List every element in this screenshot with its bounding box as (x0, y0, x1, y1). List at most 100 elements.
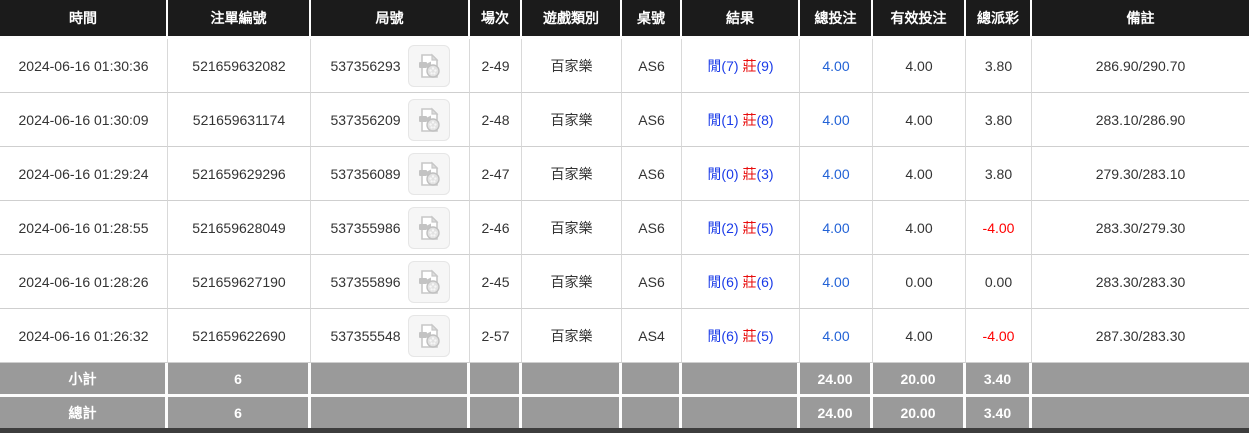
subtotal-row-cell-round_no (311, 363, 470, 397)
cell-game_type: 百家樂 (522, 39, 622, 93)
subtotal-row-cell-table_no (622, 363, 682, 397)
video-replay-button[interactable] (407, 152, 450, 195)
round-number: 537355896 (330, 273, 401, 290)
cell-table_no: AS6 (622, 255, 682, 309)
cell-bet_id: 521659632082 (168, 39, 311, 93)
cell-result: 閒(6) 莊(6) (682, 255, 800, 309)
result-banker-label: 莊 (742, 273, 757, 290)
subtotal-row-cell-result (682, 363, 800, 397)
video-replay-button[interactable] (407, 98, 450, 141)
total-payout-value: 0.00 (984, 273, 1013, 290)
video-replay-button[interactable] (407, 44, 450, 87)
grand-total-row-cell-game_type (522, 397, 622, 428)
result-banker-label: 莊 (742, 219, 757, 236)
column-header-time: 時間 (0, 0, 168, 39)
cell-time: 2024-06-16 01:28:55 (0, 201, 168, 255)
total-bet-link[interactable]: 4.00 (822, 165, 850, 182)
video-replay-button[interactable] (407, 314, 450, 357)
subtotal-row-cell-remark (1032, 363, 1249, 397)
cell-valid_bet: 0.00 (873, 255, 966, 309)
grand-total-row-cell-remark (1032, 397, 1249, 428)
cell-total_bet: 4.00 (800, 255, 873, 309)
result-banker-score: (6) (756, 273, 774, 290)
cell-round_no: 537355896 (311, 255, 470, 309)
cell-valid_bet: 4.00 (873, 309, 966, 363)
grand-total-row-cell-total_payout: 3.40 (966, 397, 1032, 428)
video-replay-button[interactable] (407, 206, 450, 249)
result-banker-label: 莊 (742, 111, 757, 128)
cell-total_payout: -4.00 (966, 309, 1032, 363)
cell-valid_bet: 4.00 (873, 39, 966, 93)
result-banker-score: (5) (756, 327, 774, 344)
column-header-bet_id: 注單編號 (168, 0, 311, 39)
total-bet-link[interactable]: 4.00 (822, 111, 850, 128)
cell-game_type: 百家樂 (522, 93, 622, 147)
table-row: 2024-06-16 01:28:55 521659628049 537355986… (0, 201, 1249, 255)
total-bet-link[interactable]: 4.00 (822, 273, 850, 290)
total-bet-link[interactable]: 4.00 (822, 327, 850, 344)
cell-game_type: 百家樂 (522, 309, 622, 363)
cell-total_bet: 4.00 (800, 309, 873, 363)
video-file-icon (418, 215, 440, 240)
cell-game_type: 百家樂 (522, 147, 622, 201)
cell-total_payout: 3.80 (966, 147, 1032, 201)
total-bet-link[interactable]: 4.00 (822, 219, 850, 236)
cell-result: 閒(0) 莊(3) (682, 147, 800, 201)
result-banker-score: (3) (756, 165, 774, 182)
cell-valid_bet: 4.00 (873, 147, 966, 201)
cell-bet_id: 521659631174 (168, 93, 311, 147)
cell-round_no: 537355548 (311, 309, 470, 363)
video-replay-button[interactable] (407, 260, 450, 303)
cell-round_no: 537356293 (311, 39, 470, 93)
table-body: 2024-06-16 01:30:36 521659632082 537356293… (0, 39, 1249, 363)
subtotal-row-count: 6 (168, 363, 311, 397)
result-banker-score: (9) (756, 57, 774, 74)
round-cell: 537355548 (311, 314, 469, 357)
table-header-row: 時間 注單編號 局號 場次 遊戲類別 桌號 結果 總投注 有效投注 總派彩 備註 (0, 0, 1249, 39)
column-header-round_no: 局號 (311, 0, 470, 39)
video-file-icon (418, 53, 440, 78)
cell-remark: 286.90/290.70 (1032, 39, 1249, 93)
grand-total-row-label: 總計 (0, 397, 168, 428)
cell-total_payout: 0.00 (966, 255, 1032, 309)
table-row: 2024-06-16 01:29:24 521659629296 537356089… (0, 147, 1249, 201)
cell-session: 2-57 (470, 309, 522, 363)
subtotal-row-cell-total_payout: 3.40 (966, 363, 1032, 397)
cell-table_no: AS6 (622, 93, 682, 147)
grand-total-row-cell-session (470, 397, 522, 428)
result-banker-label: 莊 (742, 327, 757, 344)
column-header-valid_bet: 有效投注 (873, 0, 966, 39)
video-file-icon (418, 269, 440, 294)
result-player-label: 閒 (707, 111, 722, 128)
cell-round_no: 537356089 (311, 147, 470, 201)
cell-table_no: AS4 (622, 309, 682, 363)
cell-total_bet: 4.00 (800, 39, 873, 93)
total-payout-value: 3.80 (984, 111, 1013, 128)
column-header-session: 場次 (470, 0, 522, 39)
grand-total-row: 總計 6 24.00 20.00 3.40 (0, 397, 1249, 428)
result-banker-score: (8) (756, 111, 774, 128)
cell-bet_id: 521659622690 (168, 309, 311, 363)
result-player-label: 閒 (707, 57, 722, 74)
grand-total-row-cell-valid_bet: 20.00 (873, 397, 966, 428)
cell-remark: 279.30/283.10 (1032, 147, 1249, 201)
table-summary: 小計 6 24.00 20.00 3.40 總計 6 24.00 20.00 3.40 (0, 363, 1249, 428)
subtotal-row-cell-valid_bet: 20.00 (873, 363, 966, 397)
cell-time: 2024-06-16 01:30:09 (0, 93, 168, 147)
total-bet-link[interactable]: 4.00 (822, 57, 850, 74)
cell-session: 2-47 (470, 147, 522, 201)
cell-total_bet: 4.00 (800, 93, 873, 147)
cell-remark: 287.30/283.30 (1032, 309, 1249, 363)
result-banker-label: 莊 (742, 165, 757, 182)
cell-session: 2-46 (470, 201, 522, 255)
result-player-label: 閒 (707, 165, 722, 182)
cell-time: 2024-06-16 01:26:32 (0, 309, 168, 363)
round-cell: 537356293 (311, 44, 469, 87)
table-row: 2024-06-16 01:30:09 521659631174 537356209… (0, 93, 1249, 147)
result-player-score: (6) (721, 327, 739, 344)
cell-session: 2-48 (470, 93, 522, 147)
cell-round_no: 537355986 (311, 201, 470, 255)
round-cell: 537355896 (311, 260, 469, 303)
